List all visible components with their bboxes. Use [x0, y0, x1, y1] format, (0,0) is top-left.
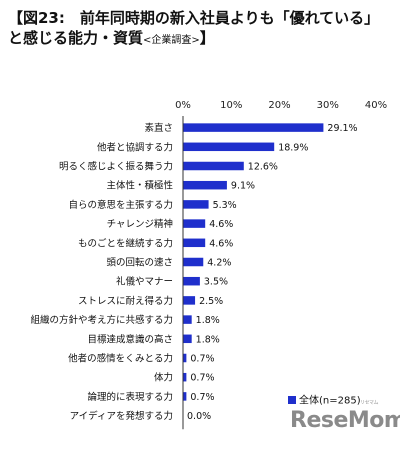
- bar: [183, 200, 209, 209]
- bar: [183, 238, 206, 248]
- bar: [183, 142, 275, 152]
- x-tick-label: 10%: [220, 100, 242, 111]
- watermark-kana: リセマム: [360, 400, 379, 406]
- bar: [183, 392, 187, 401]
- category-label: ストレスに耐え得る力: [78, 295, 173, 307]
- value-label: 0.0%: [187, 411, 211, 422]
- bar: [183, 276, 200, 286]
- bar: [183, 315, 192, 324]
- category-label: 組織の方針や考え方に共感する力: [30, 314, 173, 326]
- chart-title-subtitle: <企業調査>: [143, 35, 200, 46]
- category-label: 自らの意思を主張する力: [68, 199, 173, 211]
- x-tick-label: 30%: [317, 100, 339, 111]
- value-label: 0.7%: [190, 392, 214, 403]
- bar: [183, 219, 206, 228]
- category-label: 頭の回転の速さ: [106, 258, 173, 269]
- value-label: 4.2%: [207, 258, 231, 269]
- value-label: 0.7%: [190, 373, 214, 384]
- category-label: 他者の感情をくみとる力: [68, 353, 173, 365]
- value-label: 0.7%: [190, 354, 214, 365]
- category-label: 体力: [154, 372, 173, 384]
- category-label: 目標達成意識の高さ: [87, 333, 173, 345]
- x-tick-label: 40%: [365, 100, 387, 111]
- value-label: 4.6%: [209, 238, 233, 249]
- bar: [183, 257, 204, 267]
- x-tick-label: 0%: [175, 100, 191, 111]
- value-label: 2.5%: [199, 296, 223, 307]
- value-label: 12.6%: [248, 162, 278, 173]
- bar: [183, 161, 244, 171]
- chart-title-line2-main: と感じる能力・資質: [8, 29, 144, 47]
- bar: [183, 353, 187, 363]
- category-label: チャレンジ精神: [107, 218, 173, 230]
- category-label: 明るく感じよく振る舞う力: [59, 161, 173, 173]
- chart-title-line1: 【図23: 前年同時期の新入社員よりも「優れている」: [8, 9, 380, 27]
- value-label: 3.5%: [204, 277, 228, 288]
- chart-title: 【図23: 前年同時期の新入社員よりも「優れている」 と感じる能力・資質<企業調…: [8, 8, 392, 51]
- chart-title-line2-end: 】: [199, 29, 215, 47]
- legend-swatch: [288, 396, 296, 404]
- bar: [183, 372, 187, 382]
- bar: [183, 334, 192, 344]
- value-label: 29.1%: [327, 123, 357, 134]
- value-label: 5.3%: [213, 200, 237, 211]
- value-label: 4.6%: [209, 219, 233, 230]
- legend-label: 全体(n=285): [299, 394, 361, 407]
- bar: [183, 180, 227, 190]
- category-label: ものごとを継続する力: [78, 237, 173, 249]
- bar: [183, 123, 324, 132]
- value-label: 1.8%: [196, 334, 220, 345]
- watermark-text: ReseMom: [290, 408, 400, 433]
- value-label: 9.1%: [231, 181, 255, 192]
- category-label: 礼儀やマナー: [116, 276, 173, 288]
- chart-title-line2: と感じる能力・資質<企業調査>】: [8, 28, 392, 51]
- watermark-logo: ReseMom リセマム: [290, 400, 400, 433]
- category-label: アイディアを発想する力: [70, 410, 173, 422]
- category-label: 他者と協調する力: [97, 141, 173, 153]
- value-label: 18.9%: [278, 142, 308, 153]
- x-tick-label: 20%: [268, 100, 290, 111]
- category-label: 主体性・積極性: [106, 180, 173, 192]
- bar: [183, 296, 196, 305]
- value-label: 1.8%: [196, 315, 220, 326]
- category-label: 論理的に表現する力: [87, 391, 173, 403]
- category-label: 素直さ: [144, 122, 173, 134]
